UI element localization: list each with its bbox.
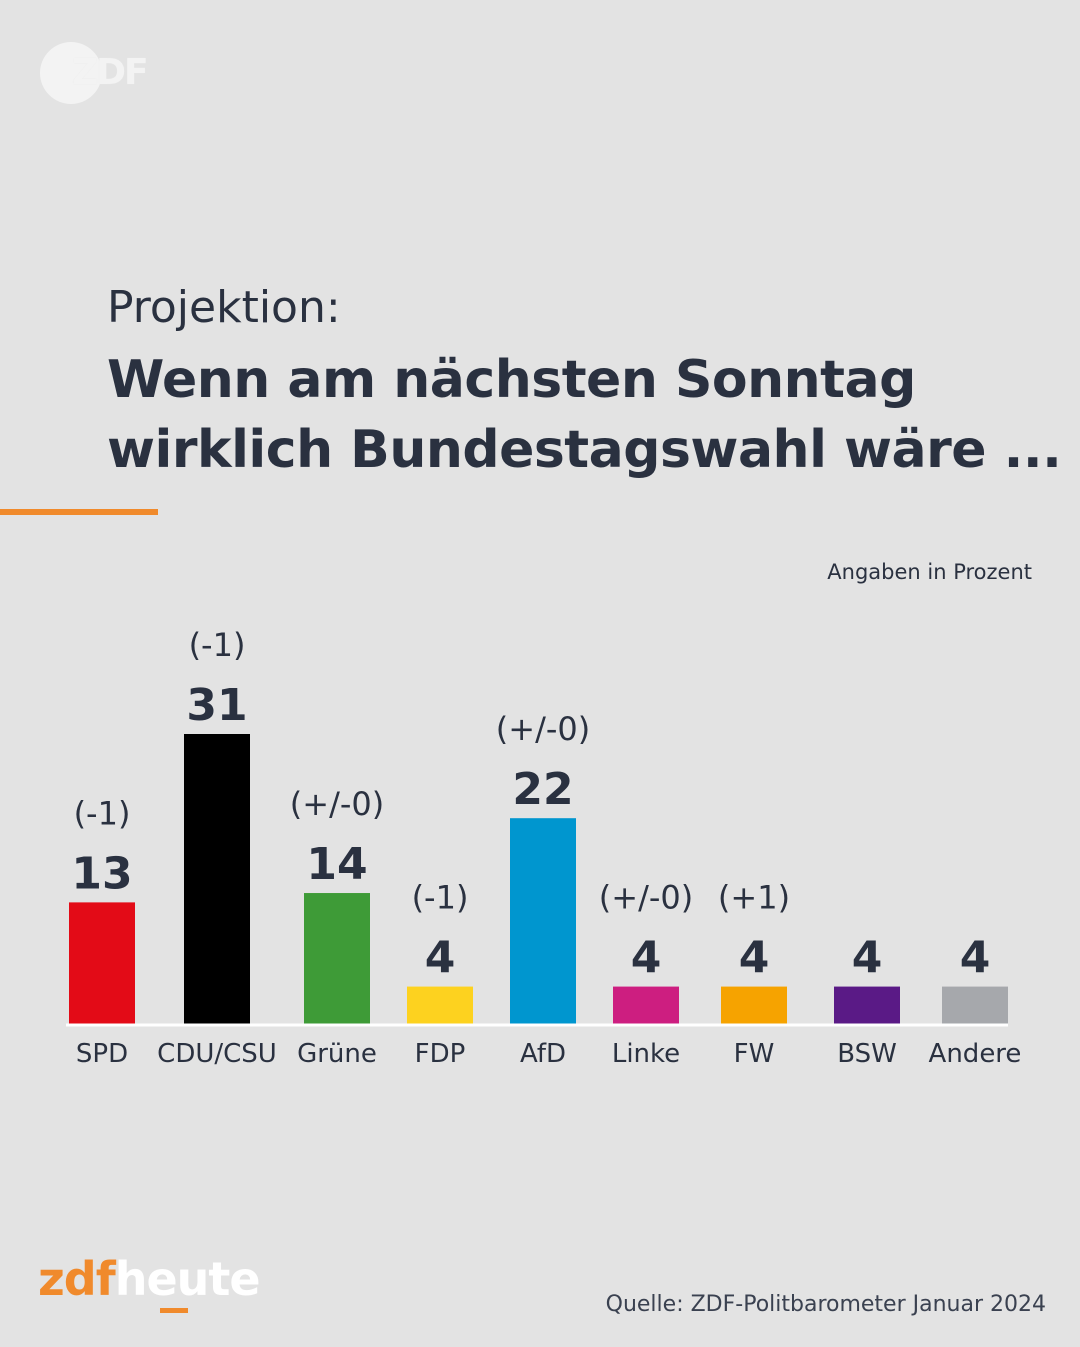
bar-chart: 13 (-1) SPD 31 (-1) CDU/CSU 14 (+/-0) Grüne 4 (-1)…	[66, 626, 1022, 1069]
brand-underline	[160, 1308, 188, 1313]
category-label: FDP	[415, 1039, 466, 1069]
category-label: Grüne	[297, 1039, 377, 1069]
category-label: SPD	[76, 1039, 128, 1069]
value-label: 13	[71, 848, 132, 899]
value-label: 4	[739, 933, 770, 984]
chart-title-line-1: Wenn am nächsten Sonntag	[107, 350, 916, 410]
bar-bsw	[834, 986, 900, 1024]
zdf-logo-text: ZDF	[72, 52, 149, 93]
zdfheute-brand-logo: zdfheute	[38, 1252, 261, 1313]
category-label: AfD	[520, 1039, 566, 1069]
chart-title: Wenn am nächsten Sonntag wirklich Bundes…	[107, 345, 1067, 485]
bar-cdu-csu	[184, 734, 250, 1024]
change-label: (+1)	[718, 879, 790, 917]
category-label: BSW	[837, 1039, 897, 1069]
value-label: 4	[425, 933, 456, 984]
source-note: Quelle: ZDF-Politbarometer Januar 2024	[605, 1292, 1046, 1317]
change-label: (-1)	[74, 794, 131, 832]
value-label: 4	[631, 933, 662, 984]
bar-fdp	[407, 986, 473, 1024]
bar-andere	[942, 986, 1008, 1024]
bar-gr-ne	[304, 893, 370, 1024]
category-label: FW	[734, 1039, 775, 1069]
change-label: (-1)	[189, 626, 246, 664]
bar-spd	[69, 902, 135, 1024]
change-label: (-1)	[412, 879, 469, 917]
value-label: 4	[960, 933, 991, 984]
zdf-logo: ZDF	[40, 42, 160, 106]
change-label: (+/-0)	[496, 710, 590, 748]
value-label: 31	[186, 680, 247, 731]
brand-heute: heute	[114, 1252, 261, 1306]
unit-note: Angaben in Prozent	[827, 560, 1032, 584]
category-label: CDU/CSU	[157, 1039, 277, 1069]
category-label: Linke	[612, 1039, 680, 1069]
value-label: 4	[852, 933, 883, 984]
bar-fw	[721, 986, 787, 1024]
change-label: (+/-0)	[599, 879, 693, 917]
accent-line	[0, 509, 158, 515]
change-label: (+/-0)	[290, 785, 384, 823]
brand-zdf: zdf	[38, 1252, 116, 1306]
bar-linke	[613, 986, 679, 1024]
category-label: Andere	[929, 1039, 1022, 1069]
chart-title-line-2: wirklich Bundestagswahl wäre ...	[107, 420, 1062, 480]
zdf-logo-circle	[40, 42, 102, 104]
value-label: 22	[512, 764, 573, 815]
value-label: 14	[306, 839, 367, 890]
chart-subtitle: Projektion:	[107, 282, 341, 333]
bar-afd	[510, 818, 576, 1024]
